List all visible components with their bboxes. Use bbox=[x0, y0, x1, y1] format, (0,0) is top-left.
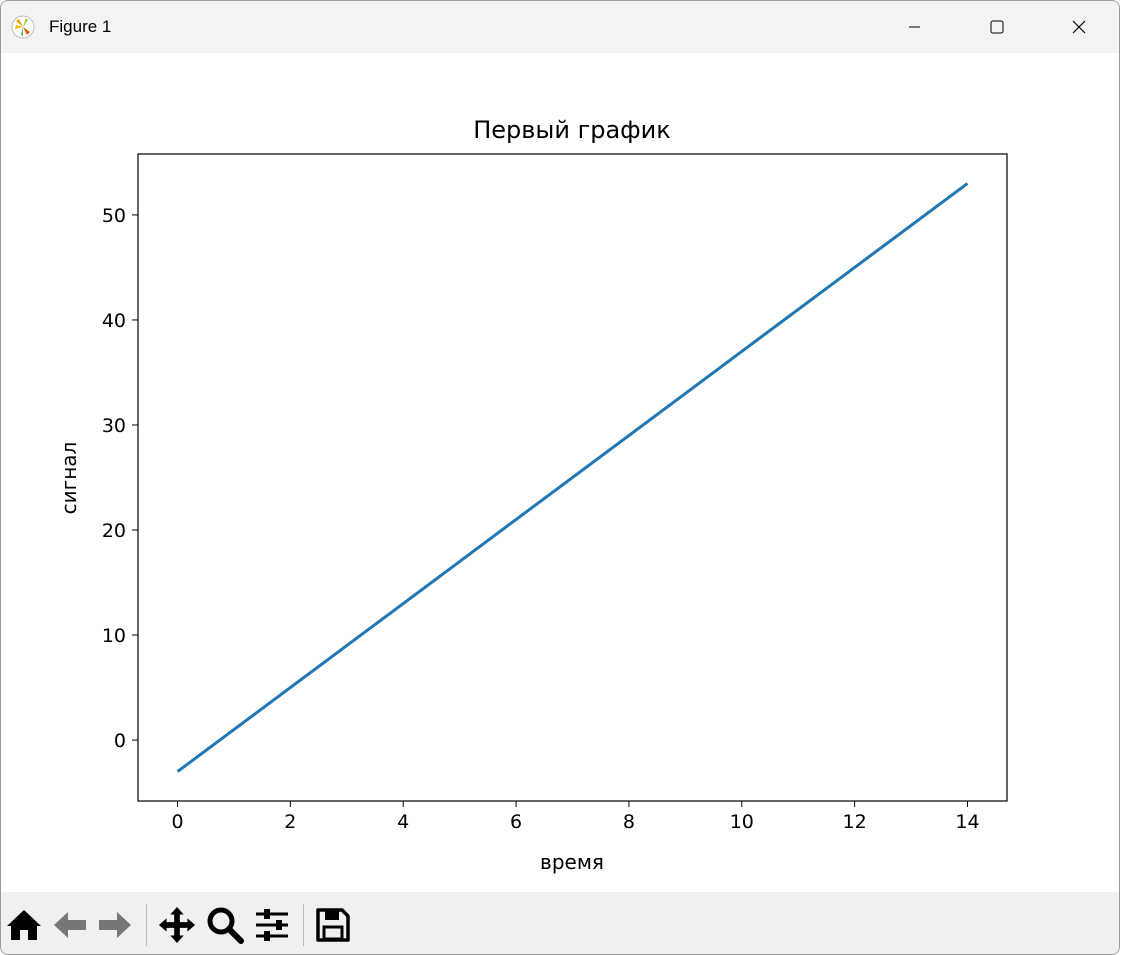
home-icon bbox=[7, 910, 41, 940]
y-tick-label: 50 bbox=[102, 205, 126, 227]
y-tick-label: 40 bbox=[102, 310, 126, 332]
x-tick-label: 6 bbox=[510, 811, 522, 833]
x-tick-label: 2 bbox=[284, 811, 296, 833]
maximize-button[interactable] bbox=[957, 1, 1037, 53]
minimize-icon bbox=[909, 26, 920, 28]
x-axis-label: время bbox=[540, 850, 604, 874]
y-axis-label: сигнал bbox=[57, 442, 81, 515]
back-arrow-icon bbox=[54, 912, 86, 938]
forward-arrow-icon bbox=[99, 912, 131, 938]
x-tick-label: 12 bbox=[843, 811, 867, 833]
save-disk-icon bbox=[316, 908, 350, 942]
x-tick-label: 4 bbox=[397, 811, 409, 833]
close-button[interactable] bbox=[1039, 1, 1119, 53]
y-tick-label: 10 bbox=[102, 625, 126, 647]
x-tick-label: 8 bbox=[623, 811, 635, 833]
y-tick-label: 30 bbox=[102, 415, 126, 437]
maximize-icon bbox=[990, 20, 1004, 34]
save-button[interactable] bbox=[314, 906, 352, 944]
zoom-button[interactable] bbox=[206, 906, 244, 944]
window-title: Figure 1 bbox=[49, 17, 112, 36]
forward-button[interactable] bbox=[96, 906, 134, 944]
chart-title: Первый график bbox=[473, 116, 671, 144]
close-icon bbox=[1072, 20, 1086, 34]
series-line bbox=[176, 182, 969, 773]
x-tick-label: 0 bbox=[171, 811, 183, 833]
navigation-toolbar bbox=[1, 892, 1119, 954]
axes-frame bbox=[137, 153, 1008, 802]
y-tick-label: 0 bbox=[114, 730, 126, 752]
figure-canvas[interactable]: Первый график время сигнал 0 2 4 6 8 10 12 14 0 1… bbox=[1, 53, 1119, 892]
zoom-magnifier-icon bbox=[207, 907, 244, 944]
back-button[interactable] bbox=[51, 906, 89, 944]
matplotlib-logo-icon bbox=[11, 15, 35, 39]
x-tick-label: 14 bbox=[955, 811, 979, 833]
pan-button[interactable] bbox=[158, 906, 196, 944]
configure-subplots-button[interactable] bbox=[253, 906, 291, 944]
y-tick-label: 20 bbox=[102, 520, 126, 542]
line-chart: Первый график время сигнал 0 2 4 6 8 10 12 14 0 1… bbox=[57, 116, 1008, 874]
minimize-button[interactable] bbox=[875, 1, 955, 53]
configure-subplots-icon bbox=[256, 909, 288, 941]
title-bar[interactable]: Figure 1 bbox=[1, 1, 1119, 53]
x-tick-label: 10 bbox=[730, 811, 754, 833]
pan-move-icon bbox=[158, 906, 196, 944]
home-button[interactable] bbox=[5, 906, 43, 944]
toolbar-separator bbox=[146, 904, 147, 946]
toolbar-separator bbox=[303, 904, 304, 946]
